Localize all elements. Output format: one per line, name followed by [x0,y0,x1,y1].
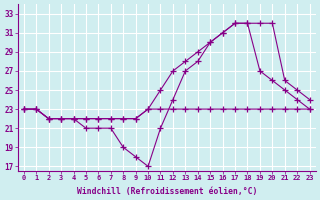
X-axis label: Windchill (Refroidissement éolien,°C): Windchill (Refroidissement éolien,°C) [76,187,257,196]
